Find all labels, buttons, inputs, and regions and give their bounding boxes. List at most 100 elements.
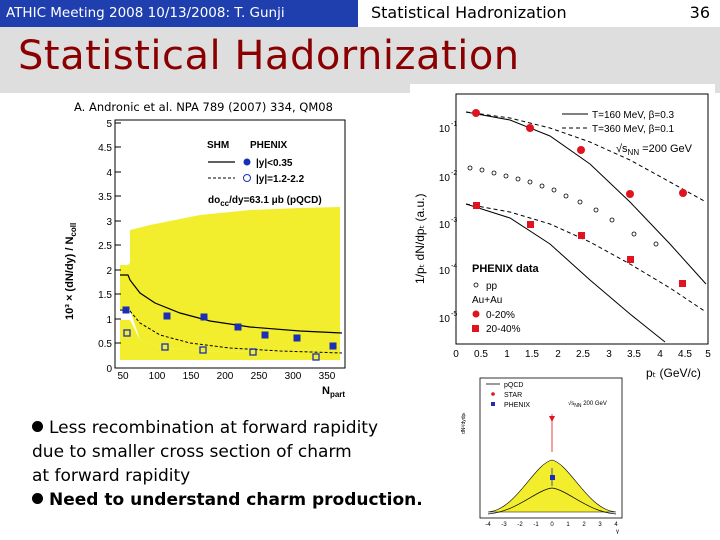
svg-text:4.5: 4.5 <box>98 143 112 154</box>
svg-text:-3: -3 <box>501 522 507 528</box>
data-point <box>653 241 659 247</box>
svg-text:300: 300 <box>285 371 302 382</box>
data-point <box>577 146 585 154</box>
curve-t360-low <box>465 203 707 313</box>
left-xlabel-sub: part <box>330 390 345 399</box>
data-point <box>551 187 557 193</box>
data-point <box>527 179 533 185</box>
legend-fwd: |y|=1.2-2.2 <box>256 174 305 185</box>
svg-text:0.5: 0.5 <box>474 349 488 360</box>
citation: A. Andronic et al. NPA 789 (2007) 334, Q… <box>74 100 333 114</box>
data-point <box>234 323 242 331</box>
svg-text:1: 1 <box>566 522 570 528</box>
legend-energy: √s <box>616 143 628 155</box>
header-bar <box>358 0 720 27</box>
shm-band-lower <box>120 320 340 360</box>
svg-text:3: 3 <box>598 522 602 528</box>
svg-text:10: 10 <box>439 124 451 135</box>
shm-band <box>120 207 340 352</box>
bullet-1-cont: due to smaller cross section of charm <box>32 442 352 462</box>
svg-text:50: 50 <box>117 371 129 382</box>
bullet-text: Less recombination at forward rapidity d… <box>32 416 444 512</box>
svg-text:-5: -5 <box>451 311 457 318</box>
curve-t160-low <box>465 203 666 343</box>
legend-auau: Au+Au <box>472 295 502 306</box>
bullet-2-text: Need to understand charm production. <box>49 490 423 510</box>
legend-t160: T=160 MeV, β=0.3 <box>592 110 675 121</box>
legend-shm: SHM <box>207 140 229 151</box>
svg-text:√sNN =200 GeV: √sNN =200 GeV <box>616 143 693 157</box>
legend-pqcd: pQCD <box>504 382 523 389</box>
svg-text:4: 4 <box>657 349 663 360</box>
right-top-ylabel: 1/pₜ dN/dpₜ (a.u.) <box>413 194 427 284</box>
svg-text:-2: -2 <box>517 522 523 528</box>
slide-title: Statistical Hadornization <box>18 33 520 79</box>
svg-text:1.5: 1.5 <box>525 349 539 360</box>
legend-pqcd: do <box>208 195 220 206</box>
data-point <box>200 313 208 321</box>
data-point <box>503 173 509 179</box>
legend-mid: |y|<0.35 <box>256 158 293 169</box>
svg-text:3.5: 3.5 <box>98 192 112 203</box>
svg-text:-2: -2 <box>451 170 457 177</box>
data-point <box>578 232 585 239</box>
svg-text:docc/dy=63.1 μb (pQCD): docc/dy=63.1 μb (pQCD) <box>208 195 322 208</box>
data-point <box>312 353 320 361</box>
svg-text:4: 4 <box>614 522 618 528</box>
legend-t360: T=360 MeV, β=0.1 <box>592 124 675 135</box>
curve-t160 <box>465 111 707 285</box>
legend-pqcd-sub: cc <box>220 199 229 208</box>
data-point <box>199 346 207 354</box>
data-point <box>609 217 615 223</box>
data-point <box>631 231 637 237</box>
pqcd-curve <box>487 487 617 515</box>
svg-text:-4: -4 <box>485 522 491 528</box>
svg-text:2: 2 <box>582 522 586 528</box>
svg-text:4: 4 <box>106 168 112 179</box>
right-top-xlabel: pₜ (GeV/c) <box>646 366 701 380</box>
svg-text:Npart: Npart <box>322 385 345 399</box>
data-point <box>293 334 301 342</box>
svg-text:10: 10 <box>439 220 451 231</box>
data-point <box>123 329 131 337</box>
left-ylabel: 10³ × (dN/dy) / N <box>64 237 76 320</box>
svg-text:150: 150 <box>183 371 200 382</box>
data-point <box>472 109 480 117</box>
legend-phenix: PHENIX <box>504 402 530 409</box>
shm-curve-mid <box>120 274 343 334</box>
svg-text:5: 5 <box>705 349 711 360</box>
rb-ylabel: dN²/dydpₜ <box>461 412 467 434</box>
header-meeting-info: ATHIC Meeting 2008 10/13/2008: T. Gunji <box>0 0 358 27</box>
legend-pqcd-rest: /dy=63.1 μb (pQCD) <box>229 195 322 206</box>
data-point <box>161 343 169 351</box>
left-xlabel: N <box>322 385 330 397</box>
svg-text:√sNN 200 GeV: √sNN 200 GeV <box>568 400 607 409</box>
rb-energy: √s <box>568 400 574 407</box>
svg-text:10³ × (dN/dy) / Ncoll: 10³ × (dN/dy) / Ncoll <box>64 223 78 320</box>
svg-text:2: 2 <box>555 349 561 360</box>
svg-text:1: 1 <box>106 315 112 326</box>
svg-text:0: 0 <box>550 522 554 528</box>
data-point <box>249 348 257 356</box>
svg-text:-3: -3 <box>451 217 457 224</box>
rb-energy-sub: NN <box>574 403 582 409</box>
data-point <box>261 331 269 339</box>
bullet-dot <box>32 493 43 504</box>
shm-curve-fwd <box>119 309 343 354</box>
svg-text:-4: -4 <box>451 263 457 270</box>
svg-text:0.5: 0.5 <box>98 339 112 350</box>
data-point <box>479 167 485 173</box>
right-bottom-plot: pQCD STAR PHENIX √sNN 200 GeV -4 -3 -2 -1 0… <box>456 372 628 534</box>
svg-text:0: 0 <box>453 349 459 360</box>
legend-c20: 20-40% <box>486 324 521 335</box>
svg-text:2: 2 <box>106 266 112 277</box>
left-ylabel-coll: coll <box>69 223 78 237</box>
bullet-1-text: Less recombination at forward rapidity <box>49 418 379 438</box>
svg-text:10: 10 <box>439 314 451 325</box>
data-point <box>527 221 534 228</box>
data-point <box>626 190 634 198</box>
svg-text:3: 3 <box>606 349 612 360</box>
svg-text:250: 250 <box>251 371 268 382</box>
svg-text:200: 200 <box>217 371 234 382</box>
svg-text:4.5: 4.5 <box>678 349 692 360</box>
